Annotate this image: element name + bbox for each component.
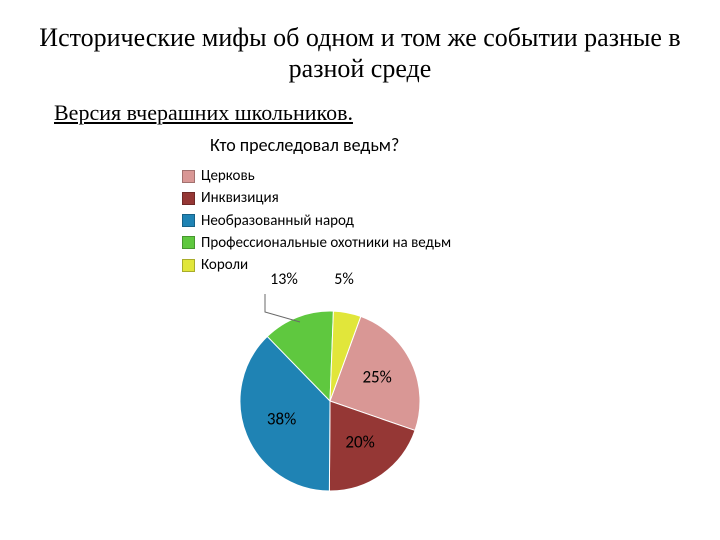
pie-data-label: 38% bbox=[267, 409, 296, 430]
legend-item: Необразованный народ bbox=[182, 211, 451, 231]
legend-swatch bbox=[182, 236, 195, 249]
chart-title: Кто преследовал ведьм? bbox=[210, 134, 399, 156]
legend-item: Инквизиция bbox=[182, 188, 451, 208]
chart-legend: ЦерковьИнквизиция Необразованный народПро… bbox=[182, 166, 451, 277]
legend-label: Короли bbox=[201, 255, 248, 275]
pie-svg: 25%20%38%13%5% bbox=[210, 296, 510, 526]
legend-label: Профессиональные охотники на ведьм bbox=[201, 233, 451, 253]
legend-label: Церковь bbox=[201, 166, 255, 186]
legend-item: Короли bbox=[182, 255, 451, 275]
legend-swatch bbox=[182, 170, 195, 183]
slide-subtitle: Версия вчерашних школьников. bbox=[54, 100, 353, 126]
legend-swatch bbox=[182, 192, 195, 205]
legend-swatch bbox=[182, 214, 195, 227]
slide: Исторические мифы об одном и том же собы… bbox=[0, 0, 720, 540]
pie-data-label: 20% bbox=[345, 432, 374, 453]
slide-title: Исторические мифы об одном и том же собы… bbox=[0, 22, 720, 84]
pie-data-label: 25% bbox=[362, 367, 391, 388]
pie-data-label: 13% bbox=[270, 270, 298, 289]
pie-data-label: 5% bbox=[334, 270, 354, 289]
legend-swatch bbox=[182, 259, 195, 272]
pie-chart: 25%20%38%13%5% bbox=[210, 296, 510, 526]
legend-item: Церковь bbox=[182, 166, 451, 186]
legend-label: Необразованный народ bbox=[201, 211, 354, 231]
legend-item: Профессиональные охотники на ведьм bbox=[182, 233, 451, 253]
legend-label: Инквизиция bbox=[201, 188, 279, 208]
